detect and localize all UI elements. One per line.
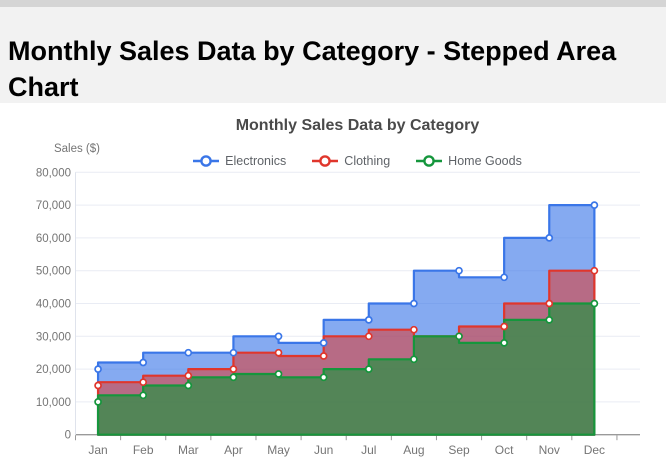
- data-point-electronics[interactable]: [94, 365, 102, 373]
- data-point-clothing[interactable]: [94, 381, 102, 390]
- legend-item-electronics[interactable]: Electronics: [193, 154, 286, 168]
- data-point-electronics[interactable]: [184, 348, 193, 357]
- data-point-home-goods[interactable]: [545, 316, 554, 324]
- data-point-home-goods[interactable]: [274, 370, 283, 378]
- data-point-clothing[interactable]: [139, 378, 148, 387]
- data-point-home-goods[interactable]: [455, 332, 463, 341]
- legend-label: Home Goods: [448, 154, 522, 168]
- y-tick-label: 40,000: [36, 299, 71, 311]
- legend-marker-icon-clothing: [312, 155, 339, 167]
- page-heading: Monthly Sales Data by Category - Stepped…: [8, 36, 617, 102]
- y-tick-label: 20,000: [36, 364, 71, 376]
- data-point-home-goods[interactable]: [184, 381, 193, 390]
- y-axis-title: Sales ($): [53, 143, 100, 155]
- data-point-clothing[interactable]: [274, 348, 283, 357]
- top-strip: [0, 0, 666, 7]
- legend-item-clothing[interactable]: Clothing: [312, 154, 390, 168]
- data-point-home-goods[interactable]: [410, 355, 418, 364]
- x-tick-label: Apr: [224, 443, 243, 457]
- x-tick-label: Mar: [178, 443, 199, 457]
- chart-legend: Electronics Clothing Home Goods: [75, 151, 640, 171]
- data-point-clothing[interactable]: [410, 325, 418, 334]
- data-point-clothing[interactable]: [500, 322, 508, 331]
- y-tick-label: 30,000: [36, 331, 71, 343]
- x-axis: Jan Feb Mar Apr May Jun Jul Aug Sep Oct Nov Dec: [75, 435, 618, 457]
- x-tick-label: Jul: [361, 443, 376, 457]
- legend-marker-icon-home-goods: [416, 155, 443, 167]
- x-tick-label: Oct: [495, 443, 514, 457]
- data-point-clothing[interactable]: [545, 299, 554, 308]
- chart-title: Monthly Sales Data by Category: [235, 117, 480, 134]
- x-tick-label: Dec: [584, 443, 605, 457]
- data-point-home-goods[interactable]: [364, 365, 373, 373]
- y-axis-labels: 0 10,000 20,000 30,000 40,000 50,000 60,000 70,…: [36, 167, 71, 441]
- data-point-home-goods[interactable]: [139, 391, 148, 400]
- series-points-electronics[interactable]: [94, 201, 599, 373]
- x-tick-label: Aug: [403, 443, 424, 457]
- data-point-electronics[interactable]: [229, 348, 238, 357]
- x-tick-label: May: [267, 443, 290, 457]
- y-tick-label: 80,000: [36, 167, 71, 179]
- data-point-electronics[interactable]: [410, 299, 418, 308]
- y-tick-label: 10,000: [36, 397, 71, 409]
- series-points-home-goods[interactable]: [94, 299, 599, 406]
- y-tick-label: 60,000: [36, 233, 71, 245]
- x-tick-label: Jun: [314, 443, 333, 457]
- data-point-electronics[interactable]: [590, 201, 599, 209]
- x-tick-label: Nov: [539, 443, 560, 457]
- data-point-home-goods[interactable]: [500, 339, 508, 347]
- data-point-home-goods[interactable]: [229, 373, 238, 382]
- x-tick-label: Jan: [88, 443, 107, 457]
- data-point-electronics[interactable]: [545, 234, 554, 242]
- chart-panel: Monthly Sales Data by Category Electroni…: [0, 103, 666, 471]
- data-point-electronics[interactable]: [139, 358, 148, 367]
- data-point-clothing[interactable]: [184, 371, 193, 380]
- data-point-electronics[interactable]: [319, 339, 328, 347]
- data-point-electronics[interactable]: [364, 316, 373, 324]
- data-point-home-goods[interactable]: [319, 373, 328, 382]
- chart-svg: 0 10,000 20,000 30,000 40,000 50,000 60,000 70,…: [36, 167, 640, 457]
- y-tick-label: 70,000: [36, 200, 71, 212]
- y-tick-label: 50,000: [36, 266, 71, 278]
- legend-item-home-goods[interactable]: Home Goods: [416, 154, 522, 168]
- data-point-electronics[interactable]: [455, 266, 463, 275]
- data-point-home-goods[interactable]: [590, 299, 599, 308]
- x-tick-label: Sep: [448, 443, 470, 457]
- legend-label: Clothing: [344, 154, 391, 168]
- data-point-clothing[interactable]: [319, 352, 328, 360]
- legend-marker-icon-electronics: [193, 155, 220, 167]
- data-point-clothing[interactable]: [590, 266, 599, 275]
- data-point-electronics[interactable]: [500, 273, 508, 282]
- data-point-home-goods[interactable]: [94, 398, 102, 406]
- y-tick-label: 0: [65, 430, 71, 442]
- x-tick-label: Feb: [133, 443, 154, 457]
- legend-label: Electronics: [225, 154, 287, 168]
- data-point-clothing[interactable]: [229, 365, 238, 373]
- data-point-electronics[interactable]: [274, 332, 283, 341]
- data-point-clothing[interactable]: [364, 332, 373, 341]
